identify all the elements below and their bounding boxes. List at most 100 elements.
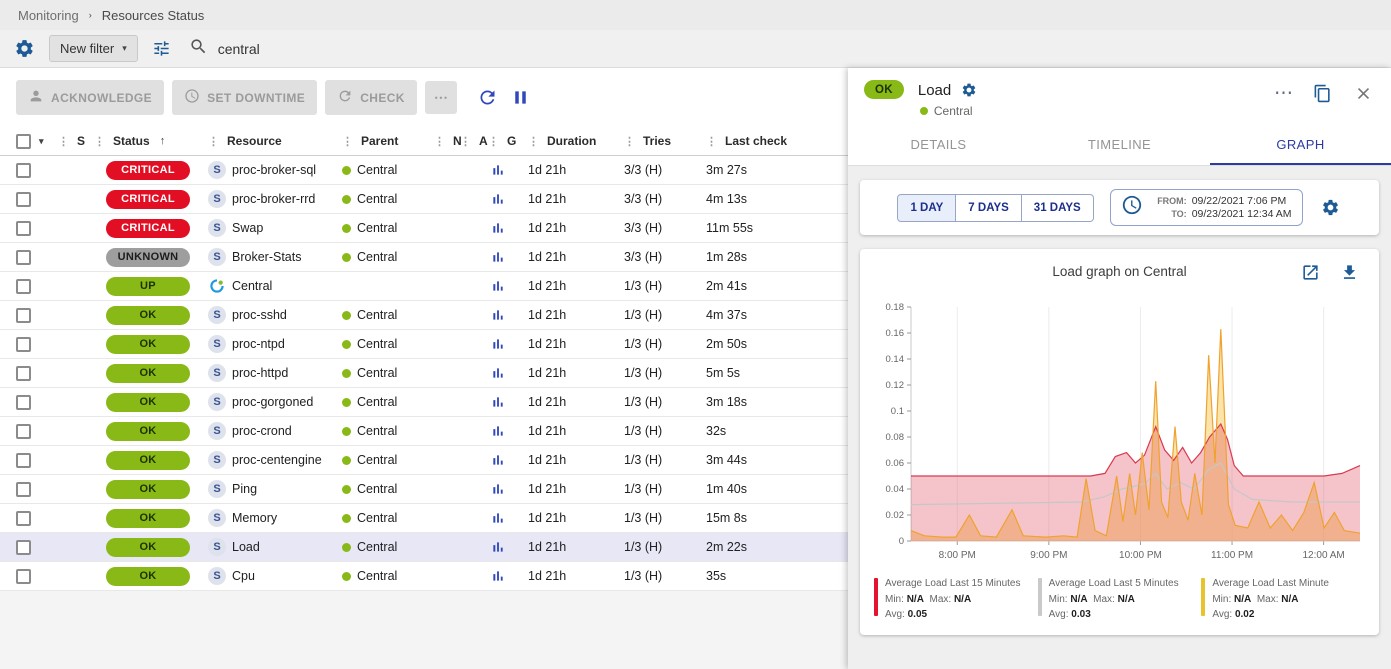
filter-settings-gear-icon[interactable]: [12, 36, 37, 61]
graph-icon[interactable]: [488, 160, 508, 180]
tab-graph[interactable]: GRAPH: [1210, 124, 1391, 165]
graph-icon[interactable]: [488, 421, 508, 441]
row-checkbox[interactable]: [16, 220, 31, 236]
row-checkbox[interactable]: [16, 249, 31, 265]
table-row[interactable]: UP Central 1d 21h 1/3 (H) 2m 41s: [0, 272, 848, 301]
table-row[interactable]: CRITICAL S proc-broker-sql Central 1d 21…: [0, 156, 848, 185]
time-button-7-days[interactable]: 7 DAYS: [956, 193, 1022, 222]
row-checkbox[interactable]: [16, 452, 31, 468]
tab-details[interactable]: DETAILS: [910, 137, 967, 152]
graph-icon[interactable]: [488, 189, 508, 209]
table-row[interactable]: OK S Memory Central 1d 21h 1/3 (H) 15m 8…: [0, 504, 848, 533]
panel-more-icon[interactable]: ⋯: [1274, 82, 1293, 104]
search-field: [185, 30, 1379, 67]
header-parent[interactable]: Parent: [361, 134, 399, 148]
table-row[interactable]: OK S proc-httpd Central 1d 21h 1/3 (H) 5…: [0, 359, 848, 388]
header-graph[interactable]: G: [507, 134, 517, 148]
row-checkbox[interactable]: [16, 539, 31, 555]
header-severity[interactable]: S: [77, 134, 86, 148]
graph-icon[interactable]: [488, 218, 508, 238]
tries-cell: 1/3 (H): [624, 511, 663, 525]
svg-text:0.18: 0.18: [886, 302, 905, 313]
column-drag-handle[interactable]: ⋮: [706, 135, 717, 148]
column-drag-handle[interactable]: ⋮: [460, 135, 471, 148]
column-drag-handle[interactable]: ⋮: [528, 135, 539, 148]
select-all-checkbox[interactable]: [16, 133, 31, 149]
column-drag-handle[interactable]: ⋮: [94, 135, 105, 148]
acknowledge-button[interactable]: ACKNOWLEDGE: [16, 80, 165, 115]
tune-filter-icon[interactable]: [150, 37, 173, 60]
table-row[interactable]: UNKNOWN S Broker-Stats Central 1d 21h 3/…: [0, 243, 848, 272]
sort-asc-icon[interactable]: ↑: [159, 135, 166, 147]
header-status[interactable]: Status: [113, 134, 150, 148]
check-button[interactable]: CHECK: [325, 80, 417, 115]
graph-settings-gear-icon[interactable]: [1319, 196, 1342, 219]
more-actions-button[interactable]: ⋯: [424, 81, 458, 114]
graph-icon[interactable]: [488, 247, 508, 267]
custom-time-range[interactable]: FROM: 09/22/2021 7:06 PM TO: 09/23/2021 …: [1109, 189, 1303, 226]
column-drag-handle[interactable]: ⋮: [488, 135, 499, 148]
graph-icon[interactable]: [488, 305, 508, 325]
resource-settings-gear-icon[interactable]: [959, 80, 979, 100]
parent-status-dot: [342, 513, 351, 523]
row-checkbox[interactable]: [16, 510, 31, 526]
column-drag-handle[interactable]: ⋮: [208, 135, 219, 148]
row-checkbox[interactable]: [16, 336, 31, 352]
row-checkbox[interactable]: [16, 365, 31, 381]
graph-icon[interactable]: [488, 334, 508, 354]
row-checkbox[interactable]: [16, 278, 31, 294]
column-drag-handle[interactable]: ⋮: [434, 135, 445, 148]
graph-icon[interactable]: [488, 479, 508, 499]
close-panel-icon[interactable]: [1352, 82, 1375, 105]
time-button-31-days[interactable]: 31 DAYS: [1021, 193, 1094, 222]
graph-icon[interactable]: [488, 537, 508, 557]
header-resource[interactable]: Resource: [227, 134, 282, 148]
table-row[interactable]: OK S Ping Central 1d 21h 1/3 (H) 1m 40s: [0, 475, 848, 504]
table-row[interactable]: OK S proc-gorgoned Central 1d 21h 1/3 (H…: [0, 388, 848, 417]
table-row[interactable]: OK S Load Central 1d 21h 1/3 (H) 2m 22s: [0, 533, 848, 562]
graph-icon[interactable]: [488, 276, 508, 296]
pause-icon[interactable]: [508, 85, 533, 110]
graph-icon[interactable]: [488, 450, 508, 470]
table-row[interactable]: OK S proc-crond Central 1d 21h 1/3 (H) 3…: [0, 417, 848, 446]
table-row[interactable]: OK S proc-ntpd Central 1d 21h 1/3 (H) 2m…: [0, 330, 848, 359]
breadcrumb-item-monitoring[interactable]: Monitoring: [18, 7, 79, 23]
graph-icon[interactable]: [488, 566, 508, 586]
column-drag-handle[interactable]: ⋮: [58, 135, 69, 148]
table-row[interactable]: CRITICAL S Swap Central 1d 21h 3/3 (H) 1…: [0, 214, 848, 243]
row-checkbox[interactable]: [16, 307, 31, 323]
tab-timeline[interactable]: TIMELINE: [1087, 137, 1152, 152]
last-check-cell: 4m 13s: [706, 192, 747, 206]
row-checkbox[interactable]: [16, 481, 31, 497]
breadcrumb-item-resources-status[interactable]: Resources Status: [101, 7, 205, 23]
column-drag-handle[interactable]: ⋮: [624, 135, 635, 148]
table-row[interactable]: OK S proc-sshd Central 1d 21h 1/3 (H) 4m…: [0, 301, 848, 330]
search-input[interactable]: [217, 40, 1379, 57]
graph-icon[interactable]: [488, 363, 508, 383]
refresh-icon[interactable]: [475, 85, 500, 110]
header-duration[interactable]: Duration: [547, 134, 597, 148]
table-row[interactable]: CRITICAL S proc-broker-rrd Central 1d 21…: [0, 185, 848, 214]
graph-icon[interactable]: [488, 508, 508, 528]
header-notes[interactable]: N: [453, 134, 462, 148]
copy-link-icon[interactable]: [1311, 82, 1334, 105]
row-checkbox[interactable]: [16, 423, 31, 439]
row-checkbox[interactable]: [16, 394, 31, 410]
row-checkbox[interactable]: [16, 568, 31, 584]
time-button-1-day[interactable]: 1 DAY: [897, 193, 957, 222]
set-downtime-button[interactable]: SET DOWNTIME: [172, 80, 318, 115]
export-open-in-new-icon[interactable]: [1299, 261, 1322, 284]
row-checkbox[interactable]: [16, 162, 31, 178]
header-action[interactable]: A: [479, 134, 488, 148]
column-drag-handle[interactable]: ⋮: [342, 135, 353, 148]
table-row[interactable]: OK S Cpu Central 1d 21h 1/3 (H) 35s: [0, 562, 848, 591]
table-row[interactable]: OK S proc-centengine Central 1d 21h 1/3 …: [0, 446, 848, 475]
graph-icon[interactable]: [488, 392, 508, 412]
parent-name: Central: [357, 192, 398, 206]
select-menu-caret-icon[interactable]: ▾: [39, 135, 44, 146]
download-icon[interactable]: [1338, 261, 1361, 284]
header-tries[interactable]: Tries: [643, 134, 672, 148]
header-last-check[interactable]: Last check: [725, 134, 788, 148]
new-filter-button[interactable]: New filter ▾: [49, 35, 138, 62]
row-checkbox[interactable]: [16, 191, 31, 207]
